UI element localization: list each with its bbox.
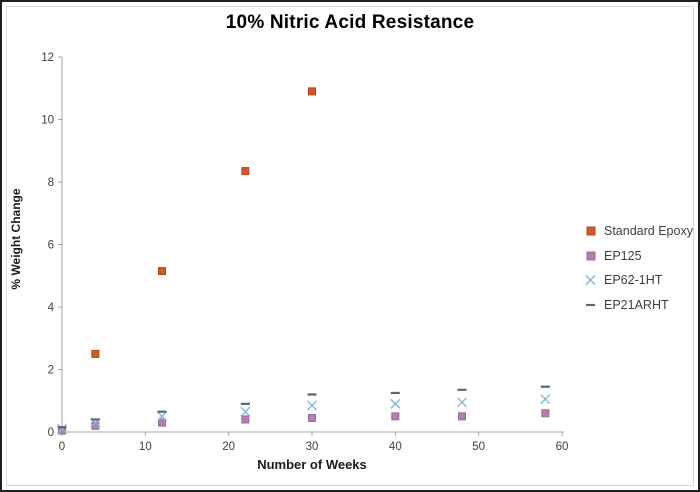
legend-item-ep125: EP125 [586, 244, 693, 269]
x-tick-label: 40 [389, 441, 402, 453]
legend-dash-marker-icon [586, 299, 600, 311]
data-point-ep125 [308, 413, 316, 422]
y-tick-label: 0 [48, 427, 54, 439]
x-tick-label: 30 [306, 441, 319, 453]
data-point-ep62-1ht [240, 406, 251, 417]
dash-glyph [586, 303, 595, 306]
data-point-standard-epoxy [158, 267, 166, 276]
y-tick-label: 8 [48, 177, 54, 189]
legend: Standard Epoxy EP125 EP62-1HT EP21ARHT [586, 219, 693, 317]
x-glyph [586, 275, 596, 286]
square-glyph [586, 251, 596, 261]
legend-label: Standard Epoxy [604, 224, 693, 239]
chart-title: 10% Nitric Acid Resistance [225, 12, 475, 33]
legend-label: EP62-1HT [604, 273, 663, 288]
x-tick-label: 10 [139, 441, 152, 453]
x-tick-label: 50 [472, 441, 485, 453]
legend-label: EP125 [604, 248, 642, 263]
legend-item-standard-epoxy: Standard Epoxy [586, 219, 693, 244]
legend-label: EP21ARHT [604, 297, 669, 312]
data-point-ep62-1ht [457, 397, 467, 408]
data-point-ep125 [458, 412, 466, 421]
y-tick-label: 6 [48, 240, 54, 252]
legend-x-marker-icon [586, 274, 600, 286]
data-point-standard-epoxy [308, 87, 316, 96]
data-point-ep62-1ht [540, 394, 551, 405]
data-point-ep62-1ht [57, 423, 67, 434]
data-point-ep62-1ht [157, 411, 167, 422]
square-glyph [586, 226, 596, 236]
data-point-ep125 [391, 412, 400, 421]
data-point-ep125 [541, 409, 550, 418]
data-point-ep125 [241, 415, 250, 424]
legend-square-marker-icon [586, 250, 600, 262]
x-axis-title: Number of Weeks [257, 457, 367, 472]
data-point-ep125 [158, 418, 166, 427]
x-tick-label: 0 [59, 441, 65, 453]
y-tick-label: 2 [48, 365, 54, 377]
data-point-ep62-1ht [390, 398, 401, 409]
data-point-ep62-1ht [307, 400, 317, 411]
legend-square-marker-icon [586, 225, 600, 237]
x-tick-label: 20 [222, 441, 235, 453]
legend-item-ep21arht: EP21ARHT [586, 293, 693, 318]
data-point-standard-epoxy [241, 167, 250, 176]
data-point-standard-epoxy [91, 349, 100, 358]
y-tick-label: 4 [48, 302, 55, 314]
legend-item-ep62-1ht: EP62-1HT [586, 268, 693, 293]
y-tick-label: 12 [41, 52, 54, 64]
y-tick-label: 10 [41, 115, 54, 127]
x-tick-label: 60 [556, 441, 569, 453]
